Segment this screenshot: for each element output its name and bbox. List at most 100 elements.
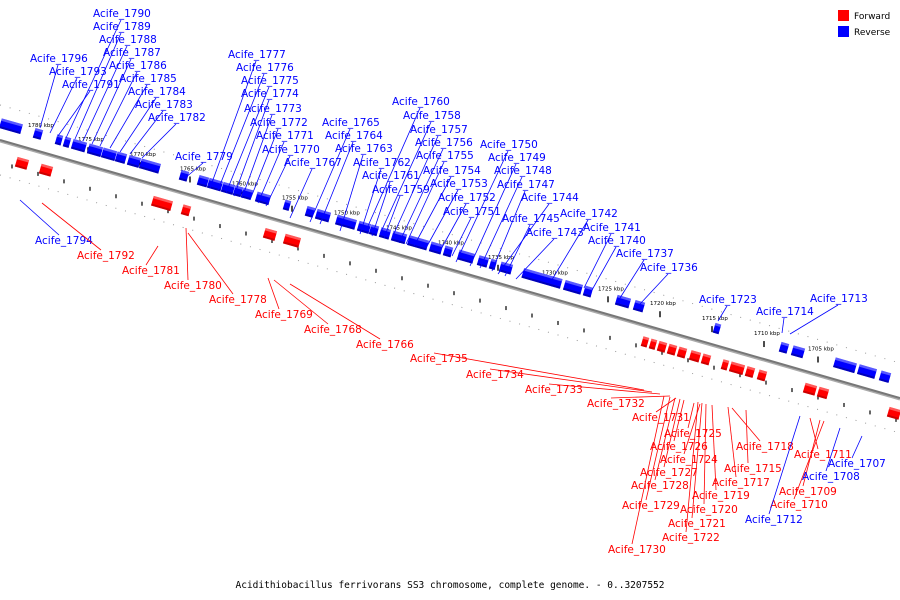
gene-glyph[interactable] — [178, 169, 190, 182]
gene-glyph[interactable] — [614, 294, 632, 309]
gene-label[interactable]: Acife_1767 — [284, 157, 342, 169]
gene-glyph[interactable] — [100, 147, 118, 161]
gene-glyph[interactable] — [206, 177, 224, 192]
gene-label[interactable]: Acife_1774 — [241, 88, 299, 100]
gene-glyph[interactable] — [878, 370, 892, 383]
gene-label[interactable]: Acife_1770 — [262, 144, 320, 156]
gene-label[interactable]: Acife_1779 — [175, 151, 233, 163]
gene-label[interactable]: Acife_1718 — [736, 441, 794, 453]
gene-label[interactable]: Acife_1793 — [49, 66, 107, 78]
gene-label[interactable]: Acife_1710 — [770, 499, 828, 511]
gene-label[interactable]: Acife_1780 — [164, 280, 222, 292]
gene-glyph[interactable] — [126, 154, 142, 168]
gene-glyph[interactable] — [498, 261, 514, 275]
gene-label[interactable]: Acife_1757 — [410, 124, 468, 136]
gene-label[interactable]: Acife_1790 — [93, 8, 151, 20]
gene-glyph[interactable] — [456, 249, 476, 264]
gene-label[interactable]: Acife_1765 — [322, 117, 380, 129]
gene-glyph[interactable] — [139, 158, 161, 174]
gene-glyph[interactable] — [744, 366, 756, 378]
gene-label[interactable]: Acife_1764 — [325, 130, 383, 142]
gene-glyph[interactable] — [656, 340, 668, 353]
gene-glyph[interactable] — [114, 151, 128, 164]
gene-label[interactable]: Acife_1754 — [423, 165, 481, 177]
gene-glyph[interactable] — [282, 199, 292, 211]
gene-label[interactable]: Acife_1781 — [122, 265, 180, 277]
gene-label[interactable]: Acife_1745 — [502, 213, 560, 225]
gene-label[interactable]: Acife_1730 — [608, 544, 666, 556]
gene-glyph[interactable] — [816, 386, 830, 400]
gene-glyph[interactable] — [632, 300, 646, 313]
gene-label[interactable]: Acife_1756 — [415, 137, 473, 149]
gene-label[interactable]: Acife_1751 — [443, 206, 501, 218]
gene-label[interactable]: Acife_1717 — [712, 477, 770, 489]
gene-label[interactable]: Acife_1720 — [680, 504, 738, 516]
gene-label[interactable]: Acife_1712 — [745, 514, 803, 526]
gene-glyph[interactable] — [54, 134, 64, 146]
gene-glyph[interactable] — [728, 361, 746, 376]
gene-glyph[interactable] — [232, 185, 244, 198]
gene-glyph[interactable] — [712, 322, 722, 335]
gene-label[interactable]: Acife_1788 — [99, 34, 157, 46]
gene-label[interactable]: Acife_1744 — [521, 192, 579, 204]
gene-label[interactable]: Acife_1777 — [228, 49, 286, 61]
gene-label[interactable]: Acife_1763 — [335, 143, 393, 155]
gene-label[interactable]: Acife_1719 — [692, 490, 750, 502]
gene-label[interactable]: Acife_1760 — [392, 96, 450, 108]
gene-label[interactable]: Acife_1768 — [304, 324, 362, 336]
gene-label[interactable]: Acife_1736 — [640, 262, 698, 274]
gene-glyph[interactable] — [407, 235, 429, 251]
gene-label[interactable]: Acife_1784 — [128, 86, 186, 98]
gene-glyph[interactable] — [14, 156, 30, 170]
gene-label[interactable]: Acife_1750 — [480, 139, 538, 151]
gene-label[interactable]: Acife_1740 — [588, 235, 646, 247]
gene-label[interactable]: Acife_1727 — [640, 467, 698, 479]
gene-glyph[interactable] — [398, 232, 408, 245]
gene-glyph[interactable] — [86, 143, 104, 157]
gene-label[interactable]: Acife_1762 — [353, 157, 411, 169]
gene-label[interactable]: Acife_1711 — [794, 449, 852, 461]
gene-label[interactable]: Acife_1759 — [372, 184, 430, 196]
gene-label[interactable]: Acife_1725 — [664, 428, 722, 440]
gene-label[interactable]: Acife_1787 — [103, 47, 161, 59]
gene-glyph[interactable] — [262, 227, 278, 241]
gene-glyph[interactable] — [151, 195, 173, 212]
gene-glyph[interactable] — [802, 382, 818, 396]
gene-glyph[interactable] — [562, 279, 584, 295]
gene-label[interactable]: Acife_1752 — [438, 192, 496, 204]
gene-label[interactable]: Acife_1766 — [356, 339, 414, 351]
gene-glyph[interactable] — [778, 341, 790, 354]
gene-label[interactable]: Acife_1709 — [779, 486, 837, 498]
gene-glyph[interactable] — [886, 406, 900, 420]
gene-label[interactable]: Acife_1794 — [35, 235, 93, 247]
gene-label[interactable]: Acife_1782 — [148, 112, 206, 124]
gene-label[interactable]: Acife_1747 — [497, 179, 555, 191]
gene-label[interactable]: Acife_1748 — [494, 165, 552, 177]
gene-label[interactable]: Acife_1753 — [430, 178, 488, 190]
gene-label[interactable]: Acife_1722 — [662, 532, 720, 544]
gene-glyph[interactable] — [304, 205, 316, 218]
gene-label[interactable]: Acife_1723 — [699, 294, 757, 306]
gene-glyph[interactable] — [196, 175, 210, 188]
gene-glyph[interactable] — [666, 343, 678, 356]
gene-label[interactable]: Acife_1789 — [93, 21, 151, 33]
gene-glyph[interactable] — [62, 136, 72, 148]
gene-label[interactable]: Acife_1761 — [362, 170, 420, 182]
gene-glyph[interactable] — [582, 285, 594, 298]
gene-label[interactable]: Acife_1755 — [416, 150, 474, 162]
gene-label[interactable]: Acife_1731 — [632, 412, 690, 424]
gene-glyph[interactable] — [720, 359, 730, 371]
gene-label[interactable]: Acife_1749 — [488, 152, 546, 164]
gene-label[interactable]: Acife_1776 — [236, 62, 294, 74]
gene-label[interactable]: Acife_1772 — [250, 117, 308, 129]
gene-glyph[interactable] — [700, 353, 712, 366]
gene-label[interactable]: Acife_1792 — [77, 250, 135, 262]
gene-glyph[interactable] — [833, 357, 857, 374]
gene-label[interactable]: Acife_1742 — [560, 208, 618, 220]
gene-label[interactable]: Acife_1778 — [209, 294, 267, 306]
gene-glyph[interactable] — [428, 241, 444, 255]
gene-glyph[interactable] — [442, 245, 454, 258]
gene-label[interactable]: Acife_1715 — [724, 463, 782, 475]
gene-label[interactable]: Acife_1786 — [109, 60, 167, 72]
gene-label[interactable]: Acife_1713 — [810, 293, 868, 305]
